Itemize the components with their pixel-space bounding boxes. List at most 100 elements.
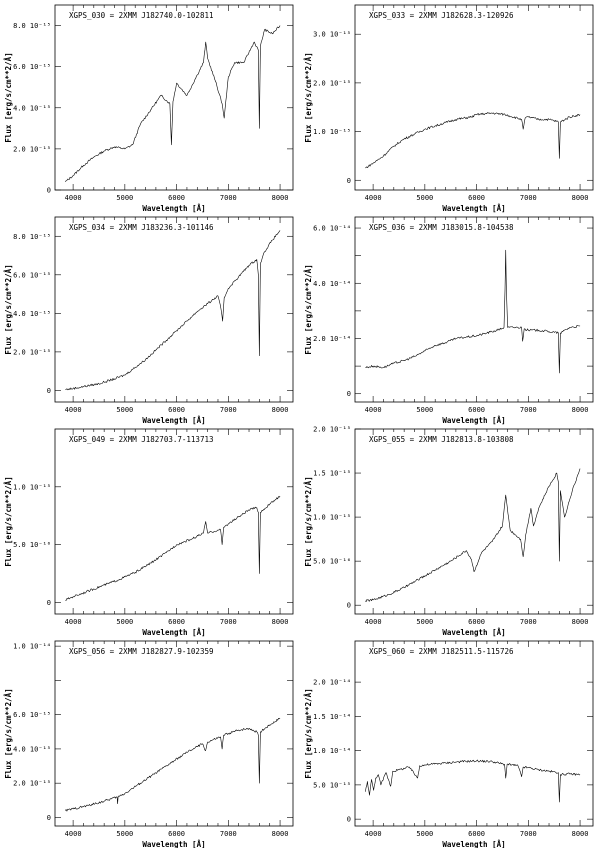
plot-frame [354, 4, 594, 191]
y-tick-label: 5.0 10⁻¹⁶ [13, 541, 51, 549]
spectrum-line [365, 468, 581, 602]
x-tick-label: 7000 [520, 618, 537, 626]
x-tick-label: 8000 [572, 618, 589, 626]
x-tick-label: 6000 [168, 406, 185, 414]
x-tick-label: 8000 [572, 830, 589, 838]
x-tick-label: 7000 [520, 406, 537, 414]
y-tick-label: 1.0 10⁻¹⁵ [13, 483, 51, 491]
x-tick-label: 4000 [65, 830, 82, 838]
x-tick-label: 5000 [116, 830, 133, 838]
panel-title: XGPS_033 = 2XMM J182628.3-120926 [369, 11, 514, 20]
y-tick-label: 0 [47, 187, 51, 195]
x-axis-label: Wavelength [Å] [142, 628, 205, 637]
y-tick-label: 4.0 10⁻¹⁴ [313, 280, 351, 288]
y-tick-label: 5.0 10⁻¹⁵ [313, 781, 351, 789]
x-tick-label: 8000 [272, 194, 289, 202]
x-tick-label: 5000 [416, 618, 433, 626]
plot-frame [354, 428, 594, 615]
plot-frame [54, 216, 294, 403]
spectrum-panel-8: 4000 5000 6000 7000 8000 0 5.0 10⁻¹⁵ 1.0 10⁻¹⁴ 1… [304, 640, 594, 848]
y-axis-label: Flux [erg/s/cm**2/Å] [4, 688, 13, 778]
spectrum-line [65, 495, 281, 601]
x-axis-label: Wavelength [Å] [142, 416, 205, 425]
spectrum-line [365, 759, 581, 803]
y-tick-label: 0 [47, 599, 51, 607]
plot-frame [54, 428, 294, 615]
y-axis-label: Flux [erg/s/cm**2/Å] [304, 476, 313, 566]
x-tick-label: 8000 [572, 406, 589, 414]
spectrum-panel-2: 4000 5000 6000 7000 8000 0 1.0 10⁻¹⁵ 2.0 10⁻¹⁵ 3… [304, 4, 594, 213]
y-tick-label: 0 [347, 177, 351, 185]
x-tick-label: 6000 [168, 830, 185, 838]
y-axis-label: Flux [erg/s/cm**2/Å] [4, 52, 13, 142]
x-tick-label: 8000 [272, 618, 289, 626]
y-tick-label: 1.0 10⁻¹⁵ [313, 128, 351, 136]
y-axis-label: Flux [erg/s/cm**2/Å] [4, 264, 13, 354]
x-tick-label: 4000 [65, 406, 82, 414]
spectrum-line [365, 112, 581, 169]
x-tick-label: 4000 [65, 618, 82, 626]
spectrum-panel-7: 4000 5000 6000 7000 8000 0 2.0 10⁻¹⁵ 4.0 10⁻¹⁵ 6… [4, 640, 294, 848]
x-tick-label: 7000 [220, 618, 237, 626]
y-tick-label: 8.0 10⁻¹⁵ [13, 233, 51, 241]
x-tick-label: 8000 [272, 406, 289, 414]
y-tick-label: 0 [347, 602, 351, 610]
panel-title: XGPS_036 = 2XMM J183015.8-104538 [369, 223, 514, 232]
x-tick-label: 7000 [220, 830, 237, 838]
x-tick-label: 7000 [520, 830, 537, 838]
y-tick-label: 0 [47, 814, 51, 822]
x-tick-label: 4000 [65, 194, 82, 202]
y-tick-label: 6.0 10⁻¹⁵ [13, 711, 51, 719]
y-tick-label: 2.0 10⁻¹⁵ [13, 145, 51, 153]
panel-title: XGPS_034 = 2XMM J183236.3-101146 [69, 223, 214, 232]
y-tick-label: 1.0 10⁻¹⁵ [313, 514, 351, 522]
y-tick-label: 1.0 10⁻¹⁴ [13, 643, 51, 651]
y-tick-label: 1.5 10⁻¹⁴ [313, 713, 351, 721]
x-tick-label: 5000 [116, 406, 133, 414]
y-tick-label: 0 [347, 390, 351, 398]
plot-frame [354, 216, 594, 403]
x-tick-label: 4000 [365, 406, 382, 414]
y-tick-label: 6.0 10⁻¹⁵ [13, 271, 51, 279]
x-tick-label: 5000 [116, 194, 133, 202]
x-tick-label: 5000 [416, 406, 433, 414]
y-tick-label: 3.0 10⁻¹⁵ [313, 31, 351, 39]
y-tick-label: 2.0 10⁻¹⁴ [313, 679, 351, 687]
plot-frame [54, 4, 294, 191]
x-tick-label: 4000 [365, 618, 382, 626]
y-tick-label: 2.0 10⁻¹⁵ [13, 348, 51, 356]
x-tick-label: 7000 [520, 194, 537, 202]
spectrum-line [65, 230, 281, 391]
spectrum-panel-4: 4000 5000 6000 7000 8000 0 2.0 10⁻¹⁴ 4.0 10⁻¹⁴ 6… [304, 216, 594, 425]
x-tick-label: 4000 [365, 194, 382, 202]
panel-title: XGPS_060 = 2XMM J182511.5-115726 [369, 647, 514, 656]
y-tick-label: 4.0 10⁻¹⁵ [13, 745, 51, 753]
spectrum-line [365, 249, 581, 374]
x-tick-label: 4000 [365, 830, 382, 838]
x-axis-label: Wavelength [Å] [442, 628, 505, 637]
y-tick-label: 1.0 10⁻¹⁴ [313, 747, 351, 755]
y-axis-label: Flux [erg/s/cm**2/Å] [4, 476, 13, 566]
x-tick-label: 6000 [468, 618, 485, 626]
x-tick-label: 6000 [168, 618, 185, 626]
x-tick-label: 7000 [220, 194, 237, 202]
spectrum-panel-1: 4000 5000 6000 7000 8000 0 2.0 10⁻¹⁵ 4.0 10⁻¹⁵ 6… [4, 4, 294, 213]
spectrum-panel-3: 4000 5000 6000 7000 8000 0 2.0 10⁻¹⁵ 4.0 10⁻¹⁵ 6… [4, 216, 294, 425]
x-tick-label: 5000 [116, 618, 133, 626]
x-axis-label: Wavelength [Å] [142, 840, 205, 848]
spectrum-panel-6: 4000 5000 6000 7000 8000 0 5.0 10⁻¹⁶ 1.0 10⁻¹⁵ 1… [304, 426, 594, 637]
y-tick-label: 2.0 10⁻¹⁵ [313, 426, 351, 434]
y-axis-label: Flux [erg/s/cm**2/Å] [304, 264, 313, 354]
x-tick-label: 6000 [468, 194, 485, 202]
y-tick-label: 8.0 10⁻¹⁵ [13, 22, 51, 30]
x-axis-label: Wavelength [Å] [442, 416, 505, 425]
spectrum-line [65, 25, 281, 182]
y-tick-label: 2.0 10⁻¹⁵ [13, 780, 51, 788]
y-tick-label: 2.0 10⁻¹⁵ [313, 79, 351, 87]
x-tick-label: 8000 [272, 830, 289, 838]
panel-title: XGPS_056 = 2XMM J182827.9-102359 [69, 647, 214, 656]
plot-frame [54, 640, 294, 827]
plot-frame [354, 640, 594, 827]
x-tick-label: 5000 [416, 830, 433, 838]
